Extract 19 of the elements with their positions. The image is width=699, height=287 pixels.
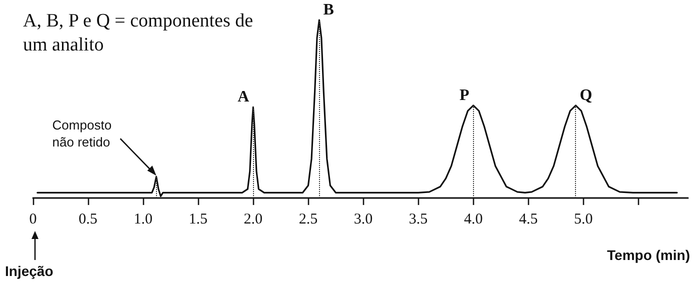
x-tick-label: 1.0	[134, 212, 152, 228]
annotation: P	[460, 86, 470, 104]
x-tick-label: 3.0	[354, 212, 373, 228]
x-axis-title: Tempo (min)	[607, 247, 690, 263]
x-tick-label: 0	[29, 212, 37, 228]
annotation: A	[238, 88, 250, 106]
chart-title: A, B, P e Q = componentes de um analito	[23, 10, 258, 56]
annotation: B	[323, 2, 334, 18]
x-tick-label: 0.5	[78, 212, 98, 228]
x-tick-label: 4.0	[464, 212, 483, 228]
annotation: Q	[580, 86, 592, 104]
x-tick-label: 2.5	[298, 212, 318, 228]
x-tick-label: 4.5	[519, 212, 538, 228]
x-tick-label: 2.0	[244, 212, 263, 228]
text: Injeção	[5, 263, 54, 279]
x-tick-label: 1.5	[188, 212, 208, 228]
annotation: Composto não retido	[52, 118, 116, 150]
x-tick-label: 3.5	[408, 212, 428, 228]
x-tick-label: 5.0	[574, 212, 593, 228]
